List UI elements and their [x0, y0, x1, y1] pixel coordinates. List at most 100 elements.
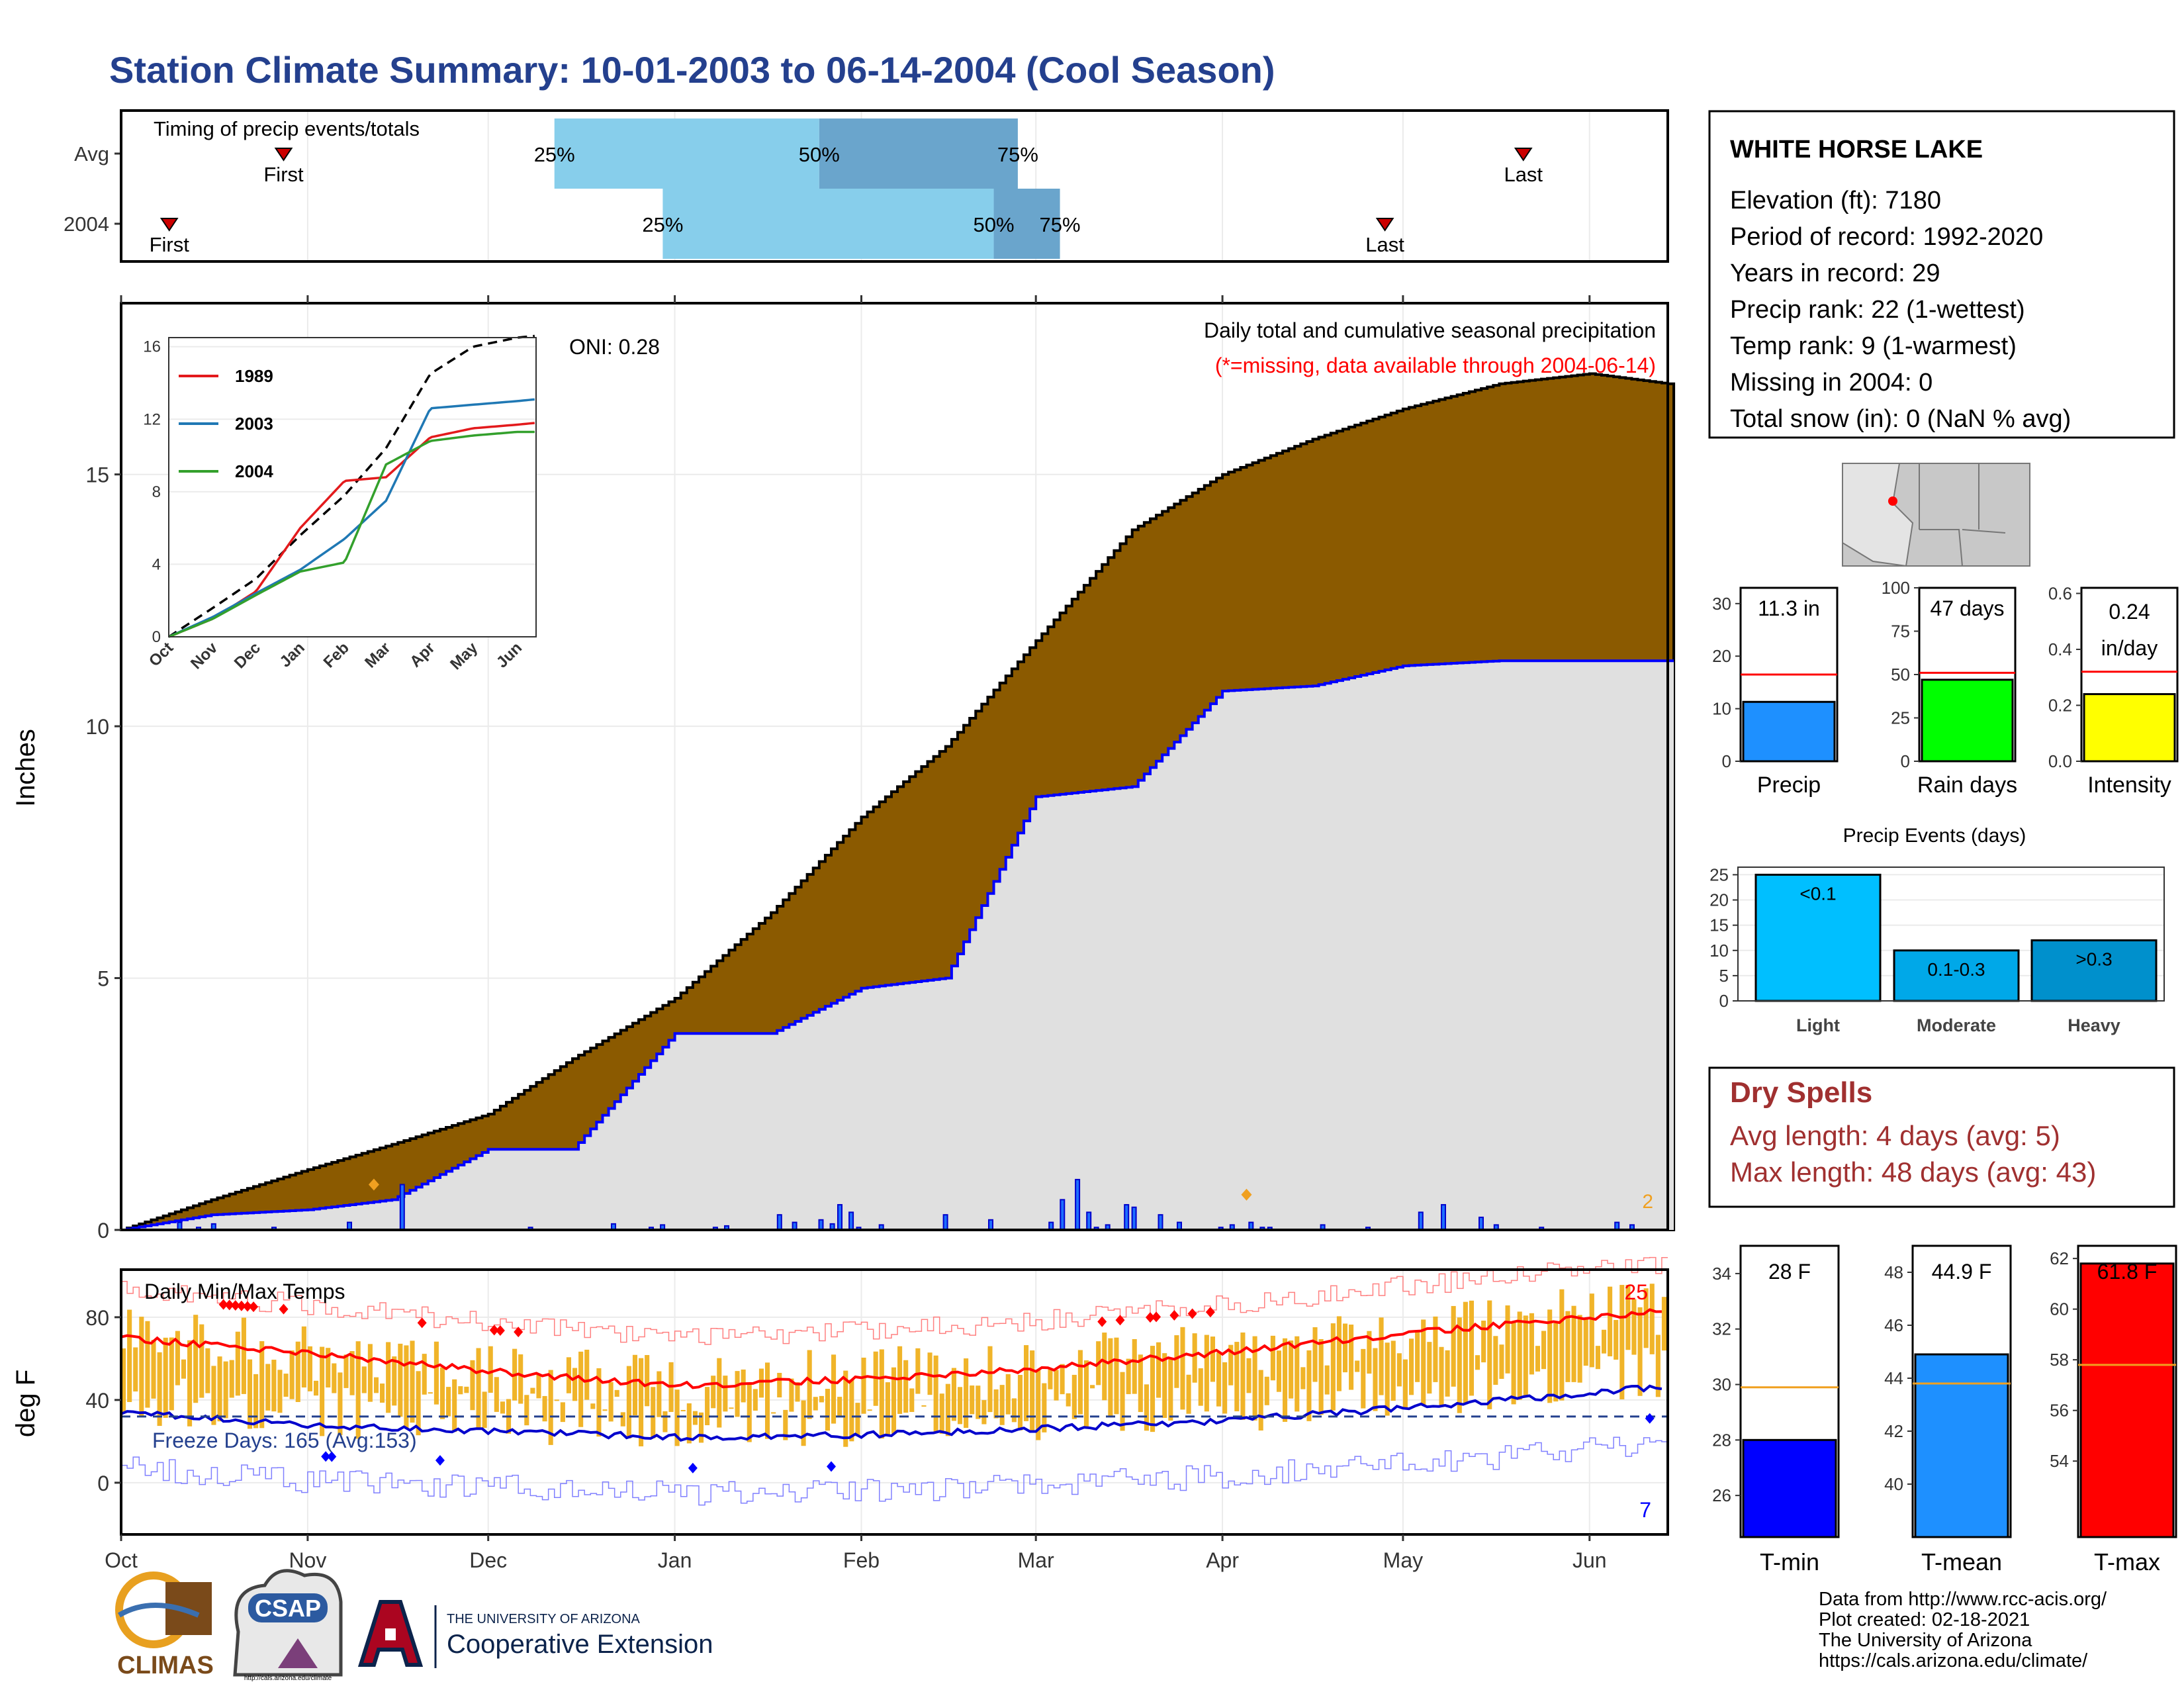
daily-temp-bar: [692, 1411, 698, 1425]
daily-temp-bar: [265, 1364, 271, 1411]
record-high-marker: [1145, 1312, 1155, 1323]
daily-temp-bar: [1475, 1355, 1480, 1370]
timing-marker: [159, 218, 179, 232]
timing-pct-label: 25%: [642, 213, 683, 236]
daily-temp-bar: [235, 1331, 240, 1396]
avg-max-line: [120, 1308, 1662, 1389]
record-low-marker: [827, 1461, 837, 1472]
record-high-marker: [1152, 1311, 1161, 1323]
daily-temp-bar: [380, 1383, 385, 1403]
daily-temp-bar: [1373, 1348, 1378, 1411]
daily-temp-bar: [1439, 1346, 1444, 1407]
summary-category-label: Rain days: [1917, 773, 2017, 798]
daily-temp-bar: [825, 1389, 831, 1431]
daily-temp-bar: [674, 1389, 680, 1446]
daily-temp-bar: [1234, 1342, 1240, 1411]
temp-tick-label: 54: [2050, 1451, 2069, 1471]
daily-temp-bar: [1577, 1315, 1582, 1383]
daily-temp-bar: [771, 1412, 776, 1414]
daily-temp-bar: [747, 1382, 752, 1442]
daily-temp-bar: [686, 1403, 692, 1444]
record-high-marker: [1205, 1307, 1215, 1318]
summary-tick-label: 10: [1712, 699, 1731, 719]
record-low-marker: [327, 1451, 337, 1462]
daily-temp-bar: [626, 1366, 631, 1439]
dry-spells-box: [1708, 1066, 2175, 1208]
daily-temp-bar: [795, 1382, 800, 1402]
daily-temp-bar: [181, 1359, 187, 1379]
events-category-label: Light: [1796, 1015, 1840, 1035]
freeze-days-label: Freeze Days: 165 (Avg:153): [152, 1429, 417, 1452]
daily-temp-bar: [1402, 1359, 1408, 1409]
inset-y-tick-label: 8: [152, 483, 161, 501]
summary-category-label: Intensity: [2087, 773, 2171, 798]
daily-temp-bar: [705, 1387, 710, 1426]
climas-logo-text: CLIMAS: [117, 1652, 214, 1679]
daily-temp-bar: [259, 1341, 265, 1429]
dry-spells-max: Max length: 48 days (avg: 43): [1730, 1156, 2096, 1188]
daily-temp-bar: [410, 1340, 415, 1423]
daily-temp-bar: [169, 1337, 174, 1411]
summary-tick-label: 0.4: [2048, 639, 2072, 659]
ua-logo: THE UNIVERSITY OF ARIZONA Cooperative Ex…: [357, 1600, 713, 1668]
x-tick-label: Feb: [843, 1548, 880, 1572]
daily-temp-bar: [1415, 1332, 1420, 1382]
daily-temp-bar: [1396, 1353, 1402, 1387]
daily-temp-bar: [1216, 1352, 1222, 1407]
daily-temp-bar: [1379, 1317, 1384, 1395]
daily-temp-bar: [651, 1387, 656, 1438]
daily-precip-bar: [848, 1211, 854, 1231]
daily-temp-bar: [951, 1368, 956, 1421]
summary-tick-label: 0.2: [2048, 695, 2072, 715]
daily-temp-bar: [645, 1354, 650, 1407]
record-high-marker: [1115, 1315, 1125, 1326]
temp-tick-label: 56: [2050, 1401, 2069, 1421]
daily-temp-bar: [1168, 1358, 1173, 1421]
daily-temp-bar: [548, 1370, 553, 1445]
daily-temp-bar: [500, 1401, 505, 1414]
daily-temp-bar: [1463, 1301, 1468, 1405]
daily-temp-bar: [1553, 1323, 1559, 1402]
daily-temp-bar: [1174, 1335, 1179, 1388]
daily-temp-bar: [446, 1387, 451, 1417]
dry-spells-avg: Avg length: 4 days (avg: 5): [1730, 1120, 2060, 1151]
max-count-label: 25: [1624, 1280, 1648, 1304]
daily-temp-bar: [157, 1352, 162, 1427]
daily-temp-bar: [1541, 1331, 1547, 1370]
daily-temp-bar: [1408, 1338, 1414, 1395]
daily-temp-bar: [163, 1337, 168, 1418]
daily-temp-bar: [729, 1407, 734, 1409]
daily-temp-bar: [253, 1374, 259, 1429]
record-high-marker: [1097, 1316, 1107, 1327]
daily-temp-bar: [373, 1377, 379, 1393]
daily-temp-bar: [1342, 1323, 1348, 1373]
x-tick-label: May: [1383, 1548, 1423, 1572]
daily-temp-bar: [367, 1344, 373, 1402]
timing-marker-label: Last: [1365, 233, 1404, 256]
inset-border: [168, 337, 537, 637]
page-title: Station Climate Summary: 10-01-2003 to 0…: [109, 49, 1275, 91]
daily-temp-bar: [1252, 1336, 1257, 1421]
daily-temp-bar: [247, 1359, 253, 1429]
inset-bg: [169, 338, 536, 637]
daily-temp-bar: [578, 1351, 584, 1427]
x-tick-label: Jan: [658, 1548, 692, 1572]
temp-tick-label: 62: [2050, 1248, 2069, 1268]
inset-series-2003: [168, 398, 535, 638]
daily-temp-bar: [897, 1346, 903, 1414]
daily-temp-bar: [422, 1354, 427, 1395]
daily-temp-bar: [1619, 1285, 1625, 1399]
daily-temp-bar: [217, 1356, 222, 1422]
daily-temp-bar: [1108, 1338, 1113, 1416]
timing-panel: 25% 50% 75% First Last Avg 25% 50% 75% First Last 2…: [64, 109, 1669, 263]
record-high-marker: [1187, 1308, 1197, 1319]
temp-tick-label: 26: [1712, 1485, 1731, 1505]
record-min-line: [121, 1436, 1668, 1506]
daily-temp-bar: [813, 1397, 818, 1411]
temp-value-label: 44.9 F: [1932, 1260, 1992, 1284]
daily-temp-bar: [843, 1370, 848, 1447]
daily-temp-bar: [939, 1393, 944, 1434]
timing-pct-label: 50%: [799, 143, 840, 166]
daily-temp-bar: [903, 1360, 909, 1413]
daily-temp-bar: [1595, 1346, 1600, 1370]
